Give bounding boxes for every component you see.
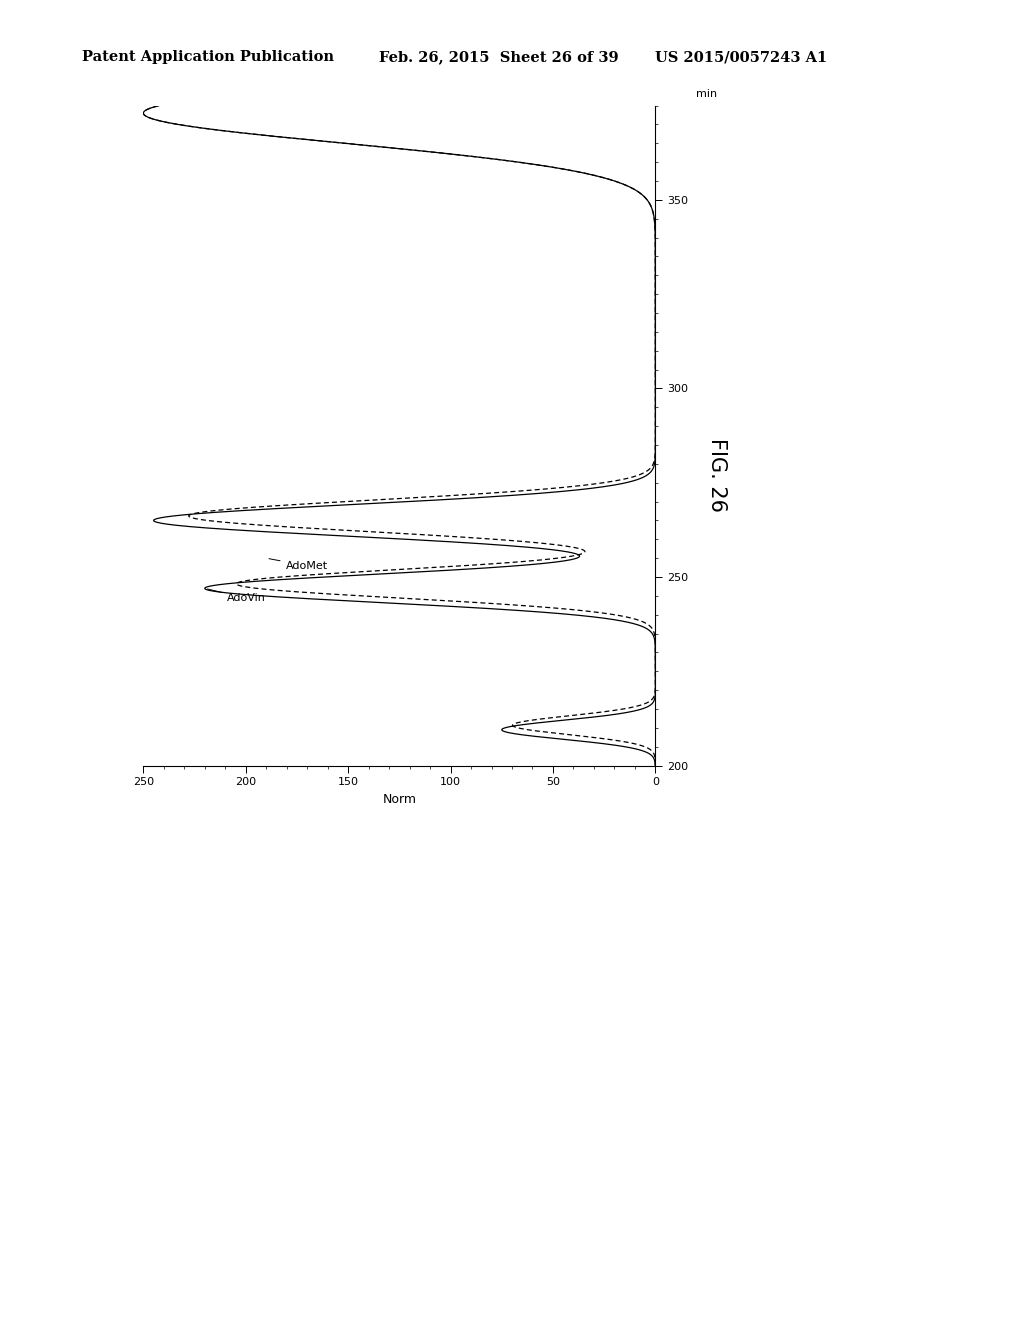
Text: Feb. 26, 2015  Sheet 26 of 39: Feb. 26, 2015 Sheet 26 of 39	[379, 50, 618, 65]
X-axis label: Norm: Norm	[382, 793, 417, 807]
Text: AdoMet: AdoMet	[269, 558, 328, 570]
Text: FIG. 26: FIG. 26	[707, 438, 727, 512]
Text: AdoVin: AdoVin	[208, 589, 266, 603]
Text: US 2015/0057243 A1: US 2015/0057243 A1	[655, 50, 827, 65]
Text: Patent Application Publication: Patent Application Publication	[82, 50, 334, 65]
Text: min: min	[696, 88, 718, 99]
